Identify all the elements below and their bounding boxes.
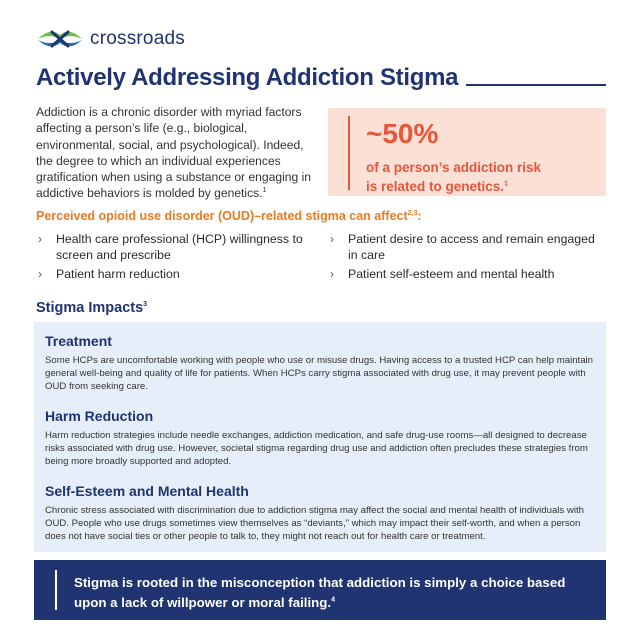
intro-paragraph: Addiction is a chronic disorder with myr… xyxy=(36,104,318,202)
chevron-right-icon: › xyxy=(330,267,334,281)
chevron-right-icon: › xyxy=(38,267,42,281)
title-divider xyxy=(466,84,606,86)
intro-ref: 1 xyxy=(262,187,267,195)
stat-ref: 1 xyxy=(504,180,508,188)
chevron-right-icon: › xyxy=(330,232,334,246)
stat-line-1: of a person’s addiction risk xyxy=(366,160,542,175)
banner-text: Stigma is rooted in the misconception th… xyxy=(74,575,566,610)
oud-heading: Perceived opioid use disorder (OUD)–rela… xyxy=(36,209,422,223)
section-body: Harm reduction strategies include needle… xyxy=(45,430,588,468)
section-title: Treatment xyxy=(45,333,112,349)
genetics-stat-callout: ~50% of a person’s addiction risk is rel… xyxy=(328,108,606,196)
page-header: Actively Addressing Addiction Stigma xyxy=(36,64,606,92)
oud-list-right: › Patient desire to access and remain eng… xyxy=(330,232,600,287)
oud-list-left: › Health care professional (HCP) willingn… xyxy=(38,232,308,287)
list-item: › Patient harm reduction xyxy=(38,267,180,281)
oud-ref: 2,3 xyxy=(407,209,418,217)
section-title: Harm Reduction xyxy=(45,408,154,424)
banner-ref: 4 xyxy=(331,596,336,604)
banner-accent-bar xyxy=(55,570,57,610)
impact-section-self-esteem: Self-Esteem and Mental Health Chronic st… xyxy=(45,483,597,544)
stat-description: of a person’s addiction risk is related … xyxy=(366,158,541,196)
misconception-banner: Stigma is rooted in the misconception th… xyxy=(34,560,606,620)
impact-section-harm-reduction: Harm Reduction Harm reduction strategies… xyxy=(45,408,597,469)
list-item: › Patient self-esteem and mental health xyxy=(330,267,555,281)
stigma-impacts-panel: Treatment Some HCPs are uncomfortable wo… xyxy=(34,322,606,552)
impact-section-treatment: Treatment Some HCPs are uncomfortable wo… xyxy=(45,333,597,394)
page-title: Actively Addressing Addiction Stigma xyxy=(36,64,459,91)
chevron-right-icon: › xyxy=(38,232,42,246)
section-title: Self-Esteem and Mental Health xyxy=(45,483,249,499)
brand-name: crossroads xyxy=(90,28,185,49)
brand-logo: crossroads xyxy=(36,26,185,52)
list-item: › Patient desire to access and remain eng… xyxy=(330,232,595,262)
section-body: Chronic stress associated with discrimin… xyxy=(45,505,584,543)
stat-accent-bar xyxy=(348,116,350,190)
stigma-impacts-heading: Stigma Impacts3 xyxy=(36,300,148,316)
section-body: Some HCPs are uncomfortable working with… xyxy=(45,355,594,393)
crossroads-logo-icon xyxy=(38,30,82,48)
stat-value: ~50% xyxy=(366,118,439,149)
impacts-ref: 3 xyxy=(143,301,148,309)
stat-line-2: is related to genetics.1 xyxy=(366,179,508,194)
intro-text: Addiction is a chronic disorder with myr… xyxy=(36,105,311,201)
list-item: › Health care professional (HCP) willingn… xyxy=(38,232,303,262)
